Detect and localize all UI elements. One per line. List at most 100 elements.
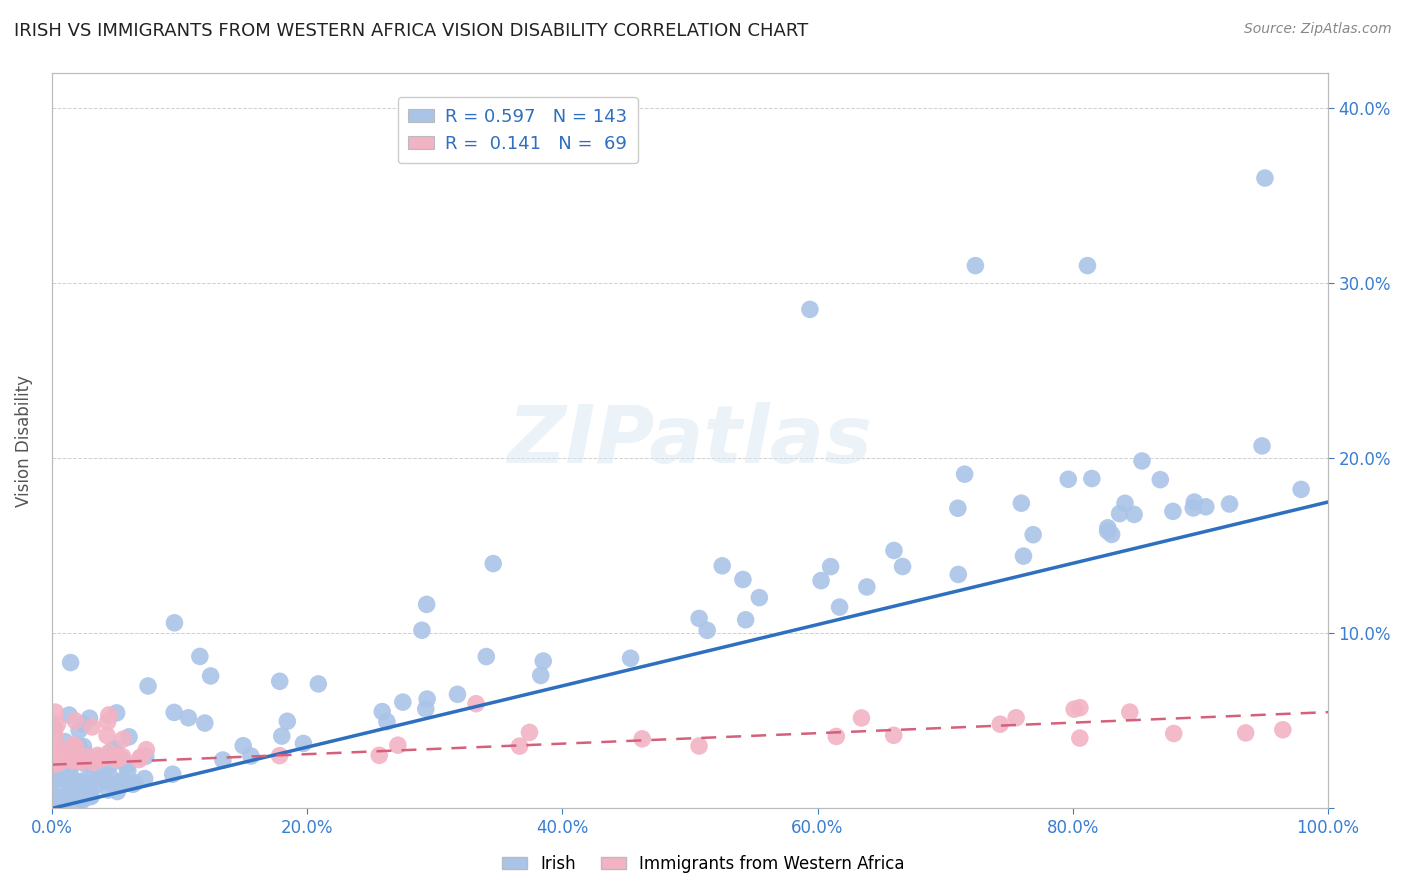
Point [56, 747, 79, 761]
Point [84, 779, 107, 793]
Point [232, 739, 254, 753]
Point [60, 788, 83, 802]
Point [91, 752, 114, 766]
Point [44, 755, 66, 769]
Point [392, 695, 415, 709]
Point [825, 730, 848, 744]
Point [76, 788, 98, 802]
Point [135, 742, 157, 756]
Point [72, 786, 94, 800]
Point [42, 757, 65, 772]
Point [70, 755, 93, 769]
Point [883, 728, 905, 742]
Point [270, 729, 292, 743]
Point [48, 749, 70, 764]
Point [828, 600, 851, 615]
Point [110, 752, 132, 766]
Point [59, 762, 82, 776]
Point [104, 741, 127, 756]
Text: ZIPatlas: ZIPatlas [508, 401, 872, 480]
Point [42, 719, 65, 733]
Point [72, 793, 94, 807]
Point [387, 738, 409, 752]
Point [87, 770, 110, 784]
Point [69, 784, 91, 798]
Point [73, 717, 96, 731]
Point [1123, 508, 1146, 522]
Point [42, 750, 65, 764]
Point [110, 775, 132, 789]
Point [58, 755, 80, 769]
Point [98, 745, 121, 759]
Point [96, 729, 118, 743]
Point [851, 711, 873, 725]
Point [44, 730, 66, 744]
Point [946, 501, 969, 516]
Point [73, 779, 96, 793]
Point [86, 748, 108, 763]
Point [105, 749, 128, 764]
Point [72, 739, 94, 754]
Point [883, 543, 905, 558]
Point [48, 798, 70, 813]
Point [1076, 259, 1098, 273]
Point [86, 750, 108, 764]
Point [1101, 527, 1123, 541]
Point [1069, 731, 1091, 745]
Point [212, 753, 235, 767]
Point [1149, 473, 1171, 487]
Point [117, 764, 139, 778]
Point [52, 744, 75, 758]
Point [112, 732, 135, 747]
Point [48, 793, 70, 807]
Point [128, 753, 150, 767]
Point [63, 752, 86, 766]
Point [44, 705, 66, 719]
Point [56, 774, 79, 789]
Point [100, 757, 122, 772]
Point [42, 753, 65, 767]
Point [79, 789, 101, 804]
Point [63, 779, 86, 793]
Point [820, 559, 842, 574]
Point [446, 687, 468, 701]
Point [1251, 439, 1274, 453]
Point [79, 781, 101, 796]
Point [97, 708, 120, 723]
Point [1010, 496, 1032, 510]
Point [1119, 705, 1142, 719]
Point [953, 467, 976, 482]
Point [368, 748, 391, 763]
Point [58, 708, 80, 723]
Point [65, 780, 87, 795]
Point [269, 674, 291, 689]
Point [415, 598, 437, 612]
Point [105, 753, 128, 767]
Point [72, 788, 94, 802]
Point [465, 697, 488, 711]
Point [1271, 723, 1294, 737]
Point [965, 259, 987, 273]
Point [59, 772, 82, 787]
Point [696, 624, 718, 638]
Point [1022, 527, 1045, 541]
Point [65, 754, 87, 768]
Point [98, 769, 121, 783]
Point [1195, 500, 1218, 514]
Point [891, 559, 914, 574]
Point [411, 624, 433, 638]
Point [55, 744, 77, 758]
Point [89, 750, 111, 764]
Point [1069, 700, 1091, 714]
Point [53, 734, 76, 748]
Point [82, 762, 104, 776]
Point [1219, 497, 1241, 511]
Point [48, 744, 70, 758]
Point [53, 789, 76, 804]
Point [619, 651, 641, 665]
Point [42, 751, 65, 765]
Point [1063, 702, 1085, 716]
Point [122, 777, 145, 791]
Point [67, 780, 90, 794]
Point [76, 749, 98, 764]
